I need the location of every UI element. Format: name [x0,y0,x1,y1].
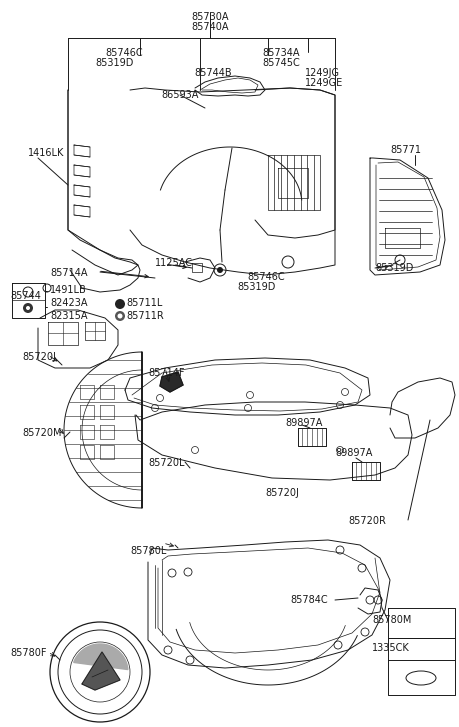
Circle shape [115,299,125,309]
Text: 85740A: 85740A [191,22,228,32]
Text: 85746C: 85746C [105,48,142,58]
Text: 1416LK: 1416LK [28,148,64,158]
Text: 85319D: 85319D [374,263,413,273]
Text: 85734A: 85734A [262,48,299,58]
Text: 89897A: 89897A [334,448,372,458]
Text: 85780M: 85780M [371,615,410,625]
Text: 85746C: 85746C [246,272,284,282]
Text: 85714A: 85714A [50,268,87,278]
Text: 82315A: 82315A [50,311,87,321]
Text: 85319D: 85319D [236,282,275,292]
Text: 85771: 85771 [389,145,420,155]
Text: 85714F: 85714F [148,368,184,378]
Text: 1335CK: 1335CK [371,643,409,653]
Text: 85730A: 85730A [191,12,228,22]
Text: 85711R: 85711R [126,311,163,321]
Text: 1491LB: 1491LB [50,285,87,295]
Text: 85319D: 85319D [95,58,133,68]
Text: 82423A: 82423A [50,298,87,308]
Text: 86593A: 86593A [161,90,198,100]
Circle shape [115,311,125,321]
Text: 85720J: 85720J [264,488,298,498]
Circle shape [26,306,30,310]
Text: 85744B: 85744B [194,68,231,78]
Text: 85720L: 85720L [148,458,184,468]
Text: 85784C: 85784C [289,595,327,605]
Text: 85744: 85744 [10,291,41,301]
Text: 85711L: 85711L [126,298,162,308]
Text: 1249GE: 1249GE [304,78,342,88]
Text: 85720M: 85720M [22,428,62,438]
Text: 85780L: 85780L [130,546,166,556]
Polygon shape [160,372,183,392]
Text: 1125AC: 1125AC [155,258,193,268]
Text: 89897A: 89897A [285,418,322,428]
Circle shape [217,267,223,273]
Text: 85720R: 85720R [347,516,385,526]
Text: 85745C: 85745C [262,58,299,68]
Circle shape [23,303,33,313]
Polygon shape [73,644,128,670]
Text: 85720J: 85720J [22,352,56,362]
Polygon shape [82,652,120,690]
Text: 85780F: 85780F [10,648,46,658]
Circle shape [117,313,122,318]
Text: 1249JG: 1249JG [304,68,339,78]
